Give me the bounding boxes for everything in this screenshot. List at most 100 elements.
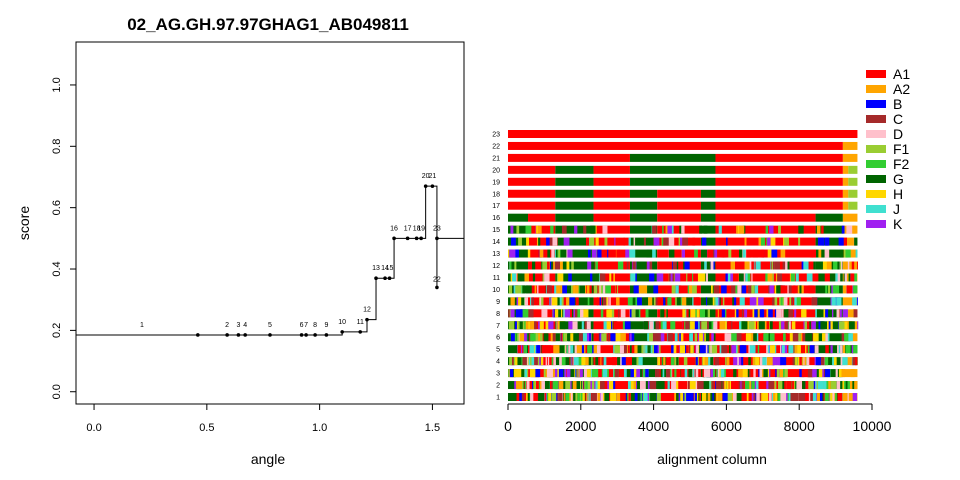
mosaic-segment [823, 381, 827, 390]
mosaic-segment [625, 249, 630, 258]
mosaic-segment [652, 249, 656, 258]
mosaic-segment [850, 273, 855, 282]
mosaic-segment [796, 357, 799, 366]
mosaic-segment [685, 321, 690, 330]
mosaic-segment [570, 333, 576, 342]
x-axis-label-left: angle [251, 451, 285, 467]
mosaic-segment [601, 333, 607, 342]
mosaic-segment [637, 357, 639, 366]
mosaic-segment [815, 357, 821, 366]
mosaic-segment [656, 393, 661, 401]
mosaic-segment [711, 357, 714, 366]
mosaic-segment [674, 369, 677, 378]
mosaic-segment [555, 393, 594, 401]
mosaic-segment [518, 297, 522, 306]
mosaic-segment [852, 297, 856, 306]
mosaic-segment [643, 237, 646, 246]
mosaic-segment [710, 285, 713, 294]
mosaic-segment [824, 393, 829, 401]
mosaic-segment [752, 249, 758, 258]
mosaic-segment [583, 225, 587, 234]
mosaic-segment [717, 309, 719, 318]
mosaic-segment [774, 261, 780, 270]
mosaic-segment [719, 369, 722, 378]
mosaic-segment [847, 393, 849, 401]
row-label: 23 [492, 132, 500, 139]
mosaic-segment [842, 177, 849, 186]
mosaic-segment [842, 189, 849, 198]
mosaic-segment [761, 333, 765, 342]
mosaic-segment [771, 261, 773, 270]
mosaic-segment [857, 321, 859, 330]
mosaic-segment [530, 333, 536, 342]
mosaic-segment [783, 297, 788, 306]
mosaic-segment [832, 357, 836, 366]
mosaic-segment [736, 225, 738, 234]
x-tick-label-left: 1.5 [425, 422, 440, 434]
mosaic-segment [573, 333, 579, 342]
mosaic-segment [744, 261, 751, 270]
mosaic-segment [833, 261, 838, 270]
mosaic-segment [689, 333, 693, 342]
mosaic-segment [516, 297, 519, 306]
mosaic-segment [534, 285, 537, 294]
mosaic-segment [573, 381, 577, 390]
mosaic-segment [528, 285, 556, 294]
mosaic-segment [748, 285, 753, 294]
mosaic-segment [715, 297, 719, 306]
mosaic-segment [593, 201, 630, 210]
mosaic-segment [848, 177, 858, 186]
mosaic-segment [602, 357, 604, 366]
mosaic-segment [717, 297, 720, 306]
mosaic-segment [600, 333, 602, 342]
mosaic-segment [675, 333, 678, 342]
mosaic-segment [768, 309, 773, 318]
mosaic-segment [657, 357, 701, 366]
mosaic-segment [705, 273, 708, 282]
mosaic-segment [565, 393, 570, 401]
mosaic-segment [694, 249, 698, 258]
mosaic-segment [856, 261, 858, 270]
plot-box-left [75, 41, 465, 405]
mosaic-segment [746, 321, 751, 330]
mosaic-segment [614, 369, 619, 378]
mosaic-segment [616, 249, 621, 258]
mosaic-segment [538, 321, 542, 330]
mosaic-segment [603, 321, 610, 330]
mosaic-segment [552, 333, 556, 342]
mosaic-segment [587, 261, 592, 270]
mosaic-segment [566, 261, 569, 270]
mosaic-segment [768, 393, 772, 401]
mosaic-segment [539, 249, 544, 258]
mosaic-segment [545, 393, 548, 401]
mosaic-segment [791, 321, 796, 330]
mosaic-segment [626, 261, 629, 270]
mosaic-segment [657, 189, 701, 198]
mosaic-segment [780, 285, 782, 294]
x-tick-label-right: 6000 [711, 418, 742, 434]
mosaic-segment [556, 261, 560, 270]
row-label: 10 [492, 287, 500, 294]
mosaic-segment [694, 369, 699, 378]
mosaic-segment [645, 345, 648, 354]
mosaic-segment [705, 297, 708, 306]
mosaic-segment [568, 321, 573, 330]
mosaic-segment [650, 381, 655, 390]
mosaic-segment [648, 333, 655, 342]
row-label: 4 [496, 359, 500, 366]
mosaic-segment [728, 249, 732, 258]
point-label: 22 [433, 276, 441, 283]
mosaic-segment [649, 321, 654, 330]
step-path [76, 185, 464, 336]
mosaic-segment [575, 393, 578, 401]
mosaic-segment [815, 213, 843, 222]
mosaic-segment [597, 393, 600, 401]
mosaic-segment [695, 357, 699, 366]
mosaic-segment [667, 381, 670, 390]
mosaic-segment [674, 273, 681, 282]
mosaic-segment [541, 309, 548, 318]
mosaic-segment [539, 297, 544, 306]
mosaic-segment [718, 309, 722, 318]
mosaic-segment [747, 369, 750, 378]
mosaic-segment [551, 357, 554, 366]
